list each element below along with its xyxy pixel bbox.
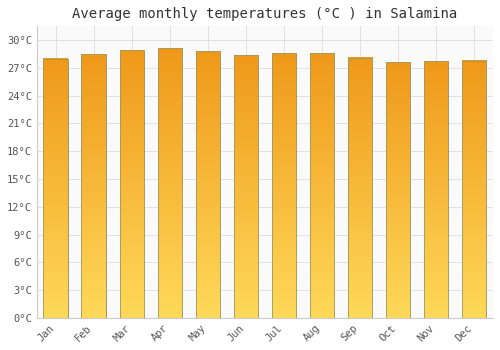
Bar [196,51,220,318]
Bar [196,51,220,318]
Bar [462,61,486,318]
Bar [424,62,448,318]
Bar [386,62,410,318]
Bar [82,54,106,318]
Title: Average monthly temperatures (°C ) in Salamina: Average monthly temperatures (°C ) in Sa… [72,7,458,21]
Bar [272,53,296,318]
Bar [272,53,296,318]
Bar [348,58,372,318]
Bar [310,53,334,318]
Bar [348,58,372,318]
Bar [120,50,144,318]
Bar [158,49,182,318]
Bar [462,61,486,318]
Bar [158,49,182,318]
Bar [424,62,448,318]
Bar [386,62,410,318]
Bar [44,59,68,318]
Bar [44,59,68,318]
Bar [120,50,144,318]
Bar [310,53,334,318]
Bar [82,54,106,318]
Bar [234,55,258,318]
Bar [234,55,258,318]
